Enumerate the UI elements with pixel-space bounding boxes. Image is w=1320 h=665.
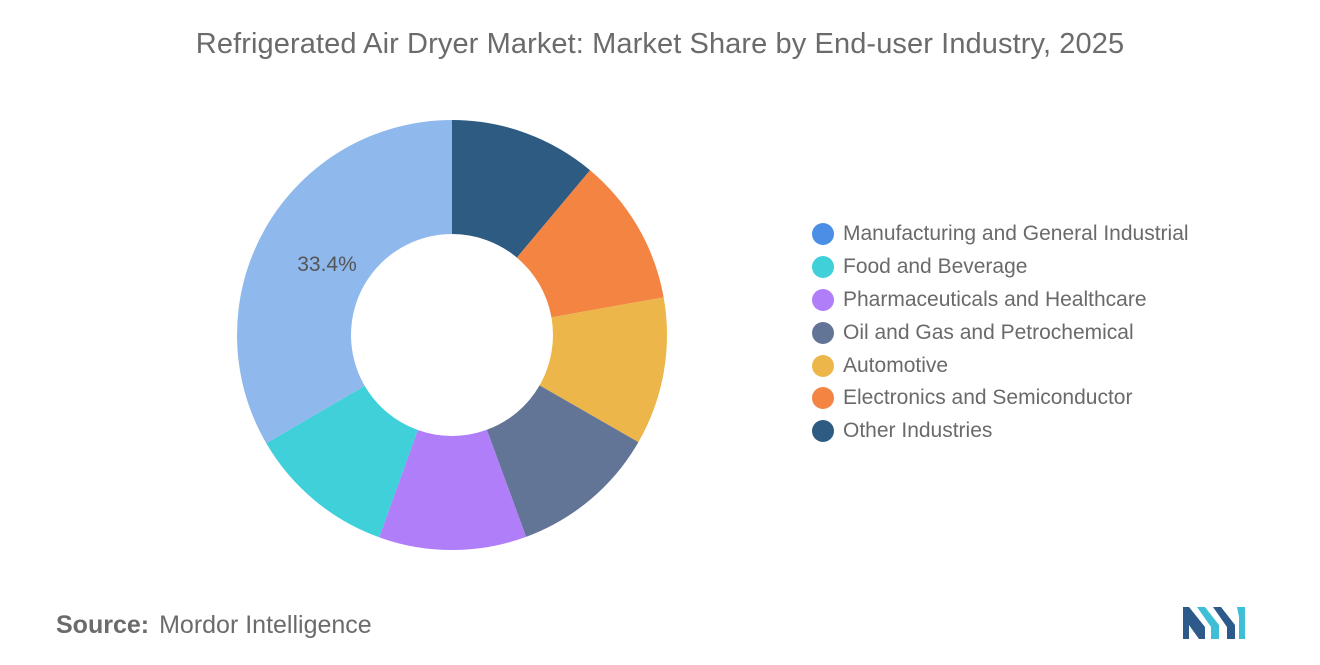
legend-item: Other Industries bbox=[812, 415, 1189, 448]
donut-slice-food-and-beverage bbox=[266, 385, 418, 538]
donut-slice-manufacturing-and-general-industrial bbox=[236, 120, 452, 444]
legend-swatch-icon bbox=[812, 288, 834, 311]
legend-label: Pharmaceuticals and Healthcare bbox=[843, 287, 1147, 311]
legend-item: Food and Beverage bbox=[812, 251, 1189, 284]
legend-item: Oil and Gas and Petrochemical bbox=[812, 316, 1189, 349]
donut-slice-pharmaceuticals-and-healthcare bbox=[379, 429, 527, 550]
legend-swatch-icon bbox=[812, 354, 834, 377]
chart-legend: Manufacturing and General Industrial Food… bbox=[812, 218, 1189, 448]
legend-swatch-icon bbox=[812, 256, 834, 279]
donut-slice-electronics-and-semiconductor bbox=[516, 170, 664, 318]
legend-label: Manufacturing and General Industrial bbox=[843, 222, 1189, 246]
legend-swatch-icon bbox=[812, 420, 834, 443]
mordor-intelligence-logo-icon bbox=[1183, 607, 1245, 639]
legend-item: Automotive bbox=[812, 349, 1189, 382]
source-note: Source: Mordor Intelligence bbox=[56, 611, 372, 640]
legend-swatch-icon bbox=[812, 387, 834, 410]
legend-swatch-icon bbox=[812, 321, 834, 344]
source-value: Mordor Intelligence bbox=[159, 611, 372, 639]
data-label-manufacturing-and-general-industrial: 33.4% bbox=[297, 253, 357, 276]
donut-slice-oil-and-gas-and-petrochemical bbox=[486, 385, 639, 537]
source-label: Source: bbox=[56, 611, 150, 639]
legend-label: Electronics and Semiconductor bbox=[843, 386, 1133, 410]
chart-title: Refrigerated Air Dryer Market: Market Sh… bbox=[195, 28, 1125, 60]
donut-slice-automotive bbox=[539, 297, 667, 443]
legend-label: Food and Beverage bbox=[843, 255, 1028, 279]
legend-swatch-icon bbox=[812, 223, 834, 246]
donut-slice-other-industries bbox=[452, 120, 591, 258]
legend-item: Manufacturing and General Industrial bbox=[812, 218, 1189, 251]
legend-item: Pharmaceuticals and Healthcare bbox=[812, 284, 1189, 317]
legend-label: Other Industries bbox=[843, 419, 993, 443]
donut-chart: 33.4% bbox=[236, 120, 667, 550]
legend-label: Oil and Gas and Petrochemical bbox=[843, 320, 1134, 344]
legend-item: Electronics and Semiconductor bbox=[812, 382, 1189, 415]
legend-label: Automotive bbox=[843, 353, 949, 377]
